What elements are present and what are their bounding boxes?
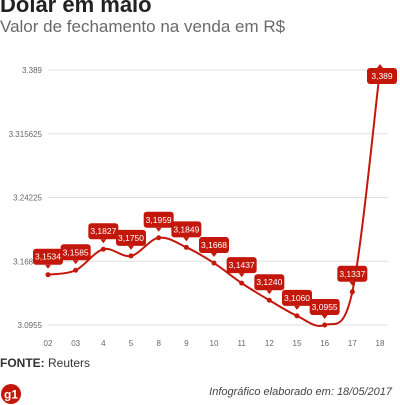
data-label: 3,0955 <box>312 302 338 312</box>
x-tick-label: 11 <box>238 339 247 348</box>
data-point <box>322 322 328 328</box>
chart-title: Dólar em maio <box>0 0 152 17</box>
data-label-box <box>226 257 257 274</box>
data-label-box <box>282 289 312 306</box>
source-value: Reuters <box>48 356 91 370</box>
source-line: FONTE: Reuters <box>0 356 90 370</box>
chart-subtitle: Valor de fechamento na venda em R$ <box>0 17 286 36</box>
data-point <box>294 313 300 319</box>
data-point <box>239 280 245 286</box>
y-tick-label: 3.24225 <box>13 194 42 203</box>
x-tick-label: 10 <box>210 339 219 348</box>
data-label-box <box>171 221 202 238</box>
data-label-box <box>199 237 229 254</box>
data-label-box <box>254 274 285 291</box>
data-point <box>349 289 355 295</box>
svg-text:g1: g1 <box>4 388 18 402</box>
data-label-pointer <box>377 64 383 68</box>
x-tick-label: 8 <box>156 339 161 348</box>
y-tick-label: 3.0955 <box>18 321 43 330</box>
data-label: 3,1827 <box>90 226 116 236</box>
y-tick-label: 3.389 <box>22 66 43 75</box>
data-label: 3,1585 <box>63 247 89 257</box>
data-point <box>45 272 51 278</box>
data-label-box <box>143 211 174 228</box>
x-tick-label: 03 <box>71 339 80 348</box>
data-label-pointer <box>155 227 162 232</box>
data-label: 3,1534 <box>35 252 61 262</box>
x-tick-label: 17 <box>348 339 357 348</box>
data-label-box <box>88 223 119 240</box>
x-tick-label: 15 <box>293 339 302 348</box>
data-label: 3,1849 <box>173 224 199 234</box>
data-label-box <box>367 68 397 84</box>
data-label-pointer <box>349 281 356 286</box>
data-label-box <box>33 248 63 265</box>
data-label-pointer <box>72 260 79 265</box>
data-label-pointer <box>100 239 107 244</box>
data-label-pointer <box>211 253 217 258</box>
data-point <box>156 235 162 241</box>
line-chart: 3.0955 3.16883 3.24225 3.315625 3.389 02 03 4 5 8… <box>9 64 397 348</box>
data-point <box>100 246 106 252</box>
data-point <box>266 297 272 303</box>
y-tick-label: 3.315625 <box>9 130 43 139</box>
data-point <box>128 253 134 259</box>
y-tick-label: 3.16883 <box>13 257 42 266</box>
data-label-pointer <box>45 264 51 269</box>
data-label: 3,1959 <box>146 215 172 225</box>
x-tick-label: 16 <box>320 339 329 348</box>
infographic-credit: Infográfico elaborado em: 18/05/2017 <box>209 386 392 398</box>
x-tick-label: 4 <box>101 339 106 348</box>
data-point <box>183 244 189 250</box>
data-label-box <box>337 265 368 282</box>
x-tick-label: 02 <box>44 339 53 348</box>
x-tick-label: 18 <box>376 339 385 348</box>
data-label-pointer <box>183 237 190 242</box>
data-label: 3,1240 <box>256 277 282 287</box>
data-label: 3,1337 <box>339 269 365 279</box>
data-label-box <box>116 229 146 246</box>
data-label-box <box>309 299 340 315</box>
x-tick-label: 9 <box>184 339 189 348</box>
data-point <box>211 260 217 266</box>
series-line <box>47 69 381 327</box>
data-point <box>73 267 79 273</box>
data-label-pointer <box>294 305 300 310</box>
data-label-pointer <box>238 273 245 278</box>
data-label-pointer <box>321 315 328 319</box>
data-label: 3,1750 <box>118 233 144 243</box>
data-label: 3,1060 <box>284 293 310 303</box>
data-label: 3,1437 <box>229 260 255 270</box>
data-label-box <box>60 244 91 261</box>
source-label: FONTE: <box>0 356 45 370</box>
data-label: 3,1668 <box>201 240 227 250</box>
g1-logo-icon: g1 <box>1 384 21 404</box>
data-label-pointer <box>266 290 273 295</box>
x-tick-label: 5 <box>129 339 134 348</box>
data-label: 3,389 <box>371 71 393 81</box>
x-tick-label: 12 <box>265 339 274 348</box>
data-label-pointer <box>128 245 134 250</box>
